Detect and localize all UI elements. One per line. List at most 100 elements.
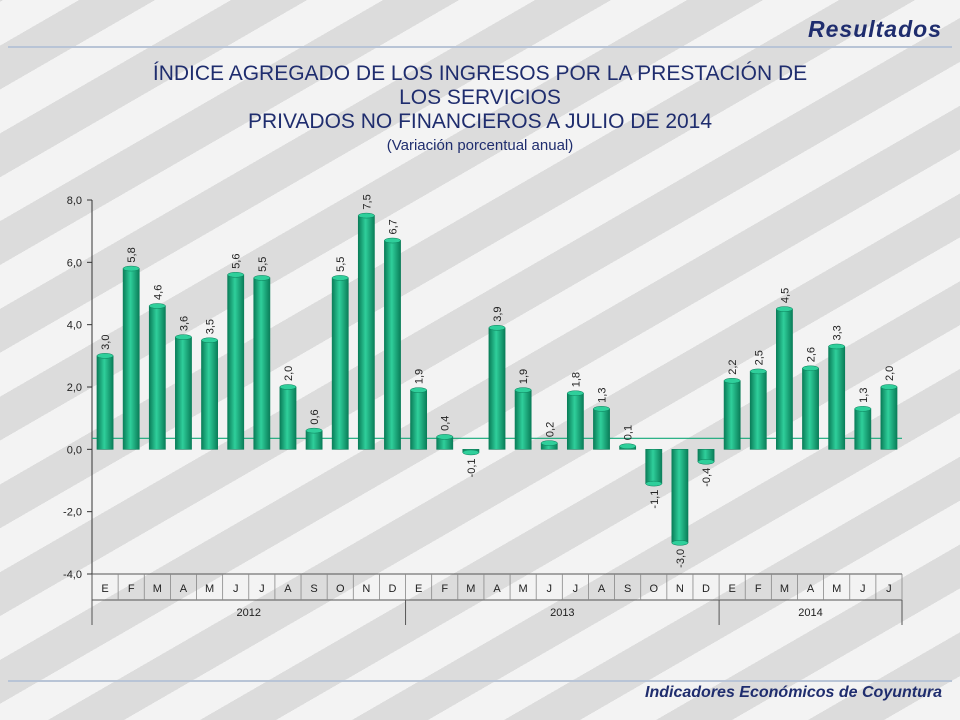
month-label: M xyxy=(519,583,528,595)
year-label: 2012 xyxy=(237,607,261,619)
y-tick-label: 0,0 xyxy=(67,444,82,456)
slide-footer: Indicadores Económicos de Coyuntura xyxy=(0,680,960,720)
bar xyxy=(253,277,271,450)
bar-cap xyxy=(880,384,898,390)
data-label: 3,9 xyxy=(492,306,504,321)
data-label: 0,1 xyxy=(623,425,635,440)
bar xyxy=(488,327,506,450)
bar xyxy=(723,380,741,450)
data-label: 5,5 xyxy=(335,257,347,272)
month-label: N xyxy=(362,583,370,595)
bar xyxy=(201,339,218,450)
bar-cap xyxy=(593,406,610,412)
y-tick-label: 4,0 xyxy=(67,320,82,332)
bar-cap xyxy=(567,390,584,396)
month-label: M xyxy=(780,583,789,595)
month-label: A xyxy=(598,583,606,595)
bar-cap xyxy=(462,449,480,456)
month-label: M xyxy=(153,583,162,595)
chart-title-line-1: ÍNDICE AGREGADO DE LOS INGRESOS POR LA P… xyxy=(152,62,808,85)
bar xyxy=(645,449,663,484)
month-label: J xyxy=(573,583,579,595)
y-tick-label: -4,0 xyxy=(63,569,82,581)
month-label: D xyxy=(389,583,397,595)
bar xyxy=(96,355,114,450)
year-label: 2014 xyxy=(798,607,822,619)
bar-cap xyxy=(619,443,636,449)
month-label: M xyxy=(205,583,214,595)
data-label: 1,8 xyxy=(570,372,582,387)
data-label: 2,0 xyxy=(884,366,896,381)
bar xyxy=(514,389,532,450)
y-tick-label: 6,0 xyxy=(67,257,82,269)
bar-cap xyxy=(776,306,793,312)
data-label: -0,1 xyxy=(466,458,478,477)
bar xyxy=(593,408,610,450)
data-label: 3,0 xyxy=(100,335,112,350)
bar-cap xyxy=(96,353,114,359)
bar-cap xyxy=(201,337,218,343)
data-label: 6,7 xyxy=(387,219,399,234)
bar-cap xyxy=(436,434,454,440)
data-label: -0,4 xyxy=(701,468,713,487)
bar-cap xyxy=(540,440,558,446)
bar xyxy=(410,389,428,450)
month-label: F xyxy=(441,583,448,595)
data-label: 0,2 xyxy=(544,422,556,437)
month-label: D xyxy=(702,583,710,595)
bar xyxy=(148,305,166,450)
bar xyxy=(357,215,375,450)
bar-cap xyxy=(122,265,140,272)
month-label: O xyxy=(649,583,658,595)
y-tick-label: 8,0 xyxy=(67,195,82,207)
month-label: E xyxy=(728,583,735,595)
data-label: 1,9 xyxy=(414,369,426,384)
bar-cap xyxy=(488,325,506,331)
month-label: E xyxy=(101,583,108,595)
bar-cap xyxy=(410,387,427,393)
bar-cap xyxy=(253,275,271,281)
section-title: Resultados xyxy=(808,16,942,42)
header-divider xyxy=(8,46,952,48)
data-label: 5,8 xyxy=(126,247,138,262)
footer-divider xyxy=(8,680,952,682)
bar-cap xyxy=(331,275,349,281)
bar xyxy=(122,268,140,450)
bar-cap xyxy=(854,406,872,412)
month-label: F xyxy=(128,583,135,595)
data-label: 3,6 xyxy=(178,316,190,331)
month-label: J xyxy=(886,583,892,595)
bar-cap xyxy=(279,384,297,390)
month-label: A xyxy=(493,583,501,595)
month-label: A xyxy=(807,583,815,595)
month-label: J xyxy=(259,583,265,595)
bar-cap xyxy=(645,480,663,487)
bar xyxy=(384,240,401,450)
bar-cap xyxy=(749,368,767,375)
bar-cap xyxy=(305,427,323,434)
month-label: O xyxy=(336,583,345,595)
month-label: J xyxy=(860,583,866,595)
month-label: S xyxy=(310,583,317,595)
bar-cap xyxy=(384,237,401,244)
data-label: 2,5 xyxy=(753,350,765,365)
data-label: 1,3 xyxy=(858,388,870,403)
chart-title-line-3: PRIVADOS NO FINANCIEROS A JULIO DE 2014 xyxy=(247,110,713,133)
bar xyxy=(749,371,767,450)
chart-title-line-2: LOS SERVICIOS xyxy=(399,86,561,109)
bar-cap xyxy=(828,343,846,350)
slide-header: Resultados xyxy=(0,0,960,48)
data-label: 4,5 xyxy=(779,288,791,303)
data-label: 2,2 xyxy=(727,359,739,374)
footer-text: Indicadores Económicos de Coyuntura xyxy=(645,684,942,701)
data-label: -1,1 xyxy=(649,490,661,509)
bar xyxy=(305,430,323,450)
bar-cap xyxy=(227,272,245,278)
chart-title-block: ÍNDICE AGREGADO DE LOS INGRESOS POR LA P… xyxy=(20,62,940,156)
month-label: M xyxy=(832,583,841,595)
bar xyxy=(279,386,297,450)
bar-cap xyxy=(148,303,166,309)
month-label: E xyxy=(415,583,422,595)
bar-cap xyxy=(358,212,375,219)
